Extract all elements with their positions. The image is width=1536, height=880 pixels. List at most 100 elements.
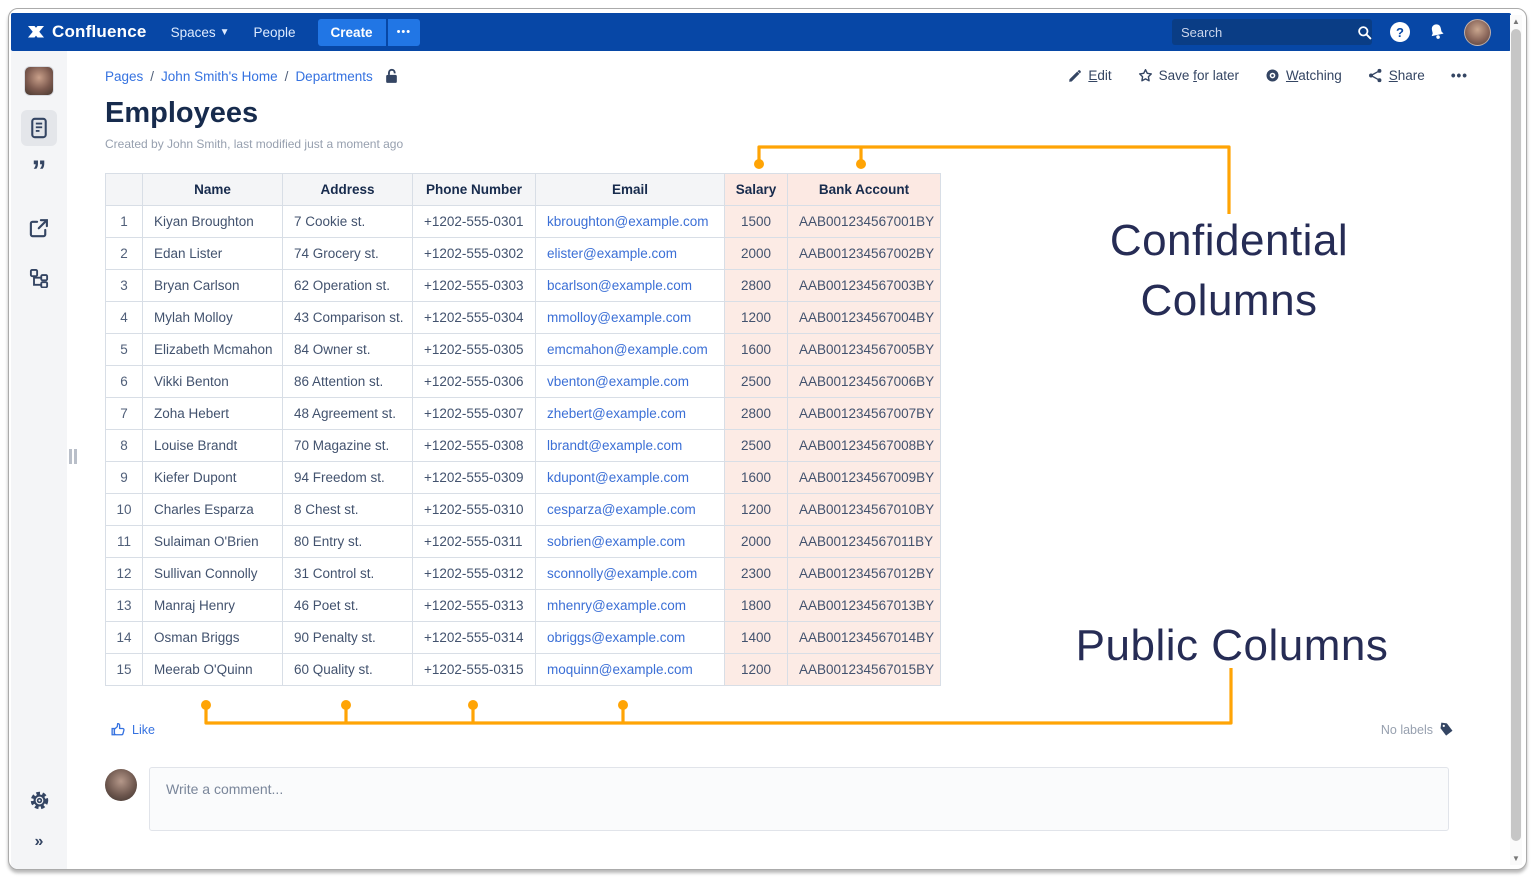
col-header-name: Name xyxy=(142,173,283,206)
cell-name: Edan Lister xyxy=(142,237,283,270)
nav-people-label: People xyxy=(253,24,296,40)
sidebar-item-pages[interactable] xyxy=(21,110,57,146)
cell-email: vbenton@example.com xyxy=(535,365,725,398)
cell-salary: 1600 xyxy=(724,461,788,494)
sidebar-item-page-tree[interactable] xyxy=(21,260,57,296)
cell-bank: AAB001234567003BY xyxy=(787,269,941,302)
email-link[interactable]: sobrien@example.com xyxy=(547,534,686,549)
cell-email: cesparza@example.com xyxy=(535,493,725,526)
cell-phone: +1202-555-0309 xyxy=(412,461,536,494)
create-button[interactable]: Create xyxy=(317,18,386,46)
cell-num: 7 xyxy=(105,397,143,430)
email-link[interactable]: elister@example.com xyxy=(547,246,677,261)
cell-name: Manraj Henry xyxy=(142,589,283,622)
cell-num: 5 xyxy=(105,333,143,366)
cell-num: 13 xyxy=(105,589,143,622)
email-link[interactable]: kdupont@example.com xyxy=(547,470,690,485)
email-link[interactable]: emcmahon@example.com xyxy=(547,342,708,357)
cell-address: 8 Chest st. xyxy=(282,493,413,526)
more-actions-button[interactable]: ••• xyxy=(1450,68,1468,83)
comment-input[interactable] xyxy=(150,768,1448,830)
breadcrumb-departments[interactable]: Departments xyxy=(295,68,373,84)
email-link[interactable]: mhenry@example.com xyxy=(547,598,687,613)
cell-address: 7 Cookie st. xyxy=(282,205,413,238)
email-link[interactable]: bcarlson@example.com xyxy=(547,278,693,293)
cell-name: Elizabeth Mcmahon xyxy=(142,333,283,366)
comment-box[interactable] xyxy=(149,767,1449,831)
like-button[interactable]: Like xyxy=(111,722,155,737)
share-icon xyxy=(1368,68,1383,83)
email-link[interactable]: zhebert@example.com xyxy=(547,406,687,421)
cell-phone: +1202-555-0303 xyxy=(412,269,536,302)
email-link[interactable]: vbenton@example.com xyxy=(547,374,690,389)
cell-name: Meerab O'Quinn xyxy=(142,653,283,686)
cell-num: 15 xyxy=(105,653,143,686)
create-more-button[interactable]: ••• xyxy=(387,18,421,46)
sidebar-resize-handle[interactable] xyxy=(69,449,77,464)
cell-name: Vikki Benton xyxy=(142,365,283,398)
cell-bank: AAB001234567001BY xyxy=(787,205,941,238)
nav-people[interactable]: People xyxy=(254,25,296,40)
edit-button[interactable]: Edit xyxy=(1068,68,1112,83)
cell-phone: +1202-555-0311 xyxy=(412,525,536,558)
nav-spaces[interactable]: Spaces ▼ xyxy=(171,25,230,40)
email-link[interactable]: mmolloy@example.com xyxy=(547,310,692,325)
col-header-address: Address xyxy=(282,173,413,206)
cell-num: 6 xyxy=(105,365,143,398)
cell-name: Kiyan Broughton xyxy=(142,205,283,238)
share-button[interactable]: Share xyxy=(1368,68,1425,83)
save-for-later-button[interactable]: Save for later xyxy=(1138,68,1239,83)
cell-phone: +1202-555-0304 xyxy=(412,301,536,334)
edit-label: Edit xyxy=(1088,68,1112,83)
email-link[interactable]: lbrandt@example.com xyxy=(547,438,683,453)
cell-salary: 1200 xyxy=(724,493,788,526)
cell-num: 1 xyxy=(105,205,143,238)
confluence-logo[interactable]: Confluence xyxy=(27,22,147,42)
search-box[interactable] xyxy=(1172,19,1372,45)
comment-avatar xyxy=(105,769,137,801)
settings-gear-icon[interactable] xyxy=(29,790,50,811)
sidebar-avatar[interactable] xyxy=(24,66,54,96)
cell-num: 4 xyxy=(105,301,143,334)
unlock-icon[interactable] xyxy=(384,68,399,84)
cell-name: Bryan Carlson xyxy=(142,269,283,302)
sidebar-item-shortcuts[interactable] xyxy=(21,210,57,246)
cell-address: 74 Grocery st. xyxy=(282,237,413,270)
expand-sidebar-icon[interactable]: » xyxy=(34,833,44,850)
cell-email: sobrien@example.com xyxy=(535,525,725,558)
cell-salary: 2500 xyxy=(724,429,788,462)
breadcrumb-pages[interactable]: Pages xyxy=(105,68,144,84)
email-link[interactable]: obriggs@example.com xyxy=(547,630,686,645)
cell-address: 80 Entry st. xyxy=(282,525,413,558)
search-input[interactable] xyxy=(1181,24,1357,40)
breadcrumb-home[interactable]: John Smith's Home xyxy=(161,68,278,84)
scrollbar-thumb[interactable] xyxy=(1511,29,1521,841)
email-link[interactable]: sconnolly@example.com xyxy=(547,566,698,581)
cell-address: 94 Freedom st. xyxy=(282,461,413,494)
sidebar-item-blogs[interactable]: ” xyxy=(21,157,57,196)
scroll-down-icon[interactable]: ▼ xyxy=(1512,854,1520,863)
email-link[interactable]: moquinn@example.com xyxy=(547,662,693,677)
table-row: 15 Meerab O'Quinn 60 Quality st. +1202-555-… xyxy=(105,653,941,686)
cell-phone: +1202-555-0313 xyxy=(412,589,536,622)
cell-email: mmolloy@example.com xyxy=(535,301,725,334)
labels-area[interactable]: No labels xyxy=(1381,722,1454,737)
table-row: 12 Sullivan Connolly 31 Control st. +1202-5… xyxy=(105,557,941,590)
breadcrumb-separator: / xyxy=(150,68,155,84)
watching-button[interactable]: Watching xyxy=(1265,68,1342,83)
user-avatar[interactable] xyxy=(1464,18,1491,46)
email-link[interactable]: cesparza@example.com xyxy=(547,502,696,517)
cell-email: kdupont@example.com xyxy=(535,461,725,494)
help-icon[interactable]: ? xyxy=(1390,22,1410,42)
page-byline: Created by John Smith, last modified jus… xyxy=(105,137,404,151)
cell-bank: AAB001234567015BY xyxy=(787,653,941,686)
cell-phone: +1202-555-0301 xyxy=(412,205,536,238)
external-link-icon xyxy=(29,218,49,238)
email-link[interactable]: kbroughton@example.com xyxy=(547,214,709,229)
nav-spaces-label: Spaces xyxy=(170,24,216,40)
notifications-bell-icon[interactable] xyxy=(1426,21,1447,42)
cell-address: 90 Penalty st. xyxy=(282,621,413,654)
vertical-scrollbar[interactable]: ▲ ▼ xyxy=(1510,15,1522,865)
cell-email: elister@example.com xyxy=(535,237,725,270)
scroll-up-icon[interactable]: ▲ xyxy=(1512,17,1520,26)
